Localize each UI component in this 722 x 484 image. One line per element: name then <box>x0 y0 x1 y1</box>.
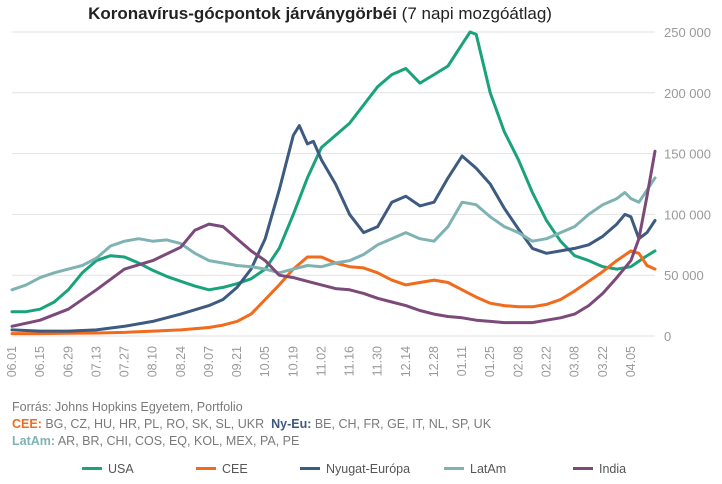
x-tick-label: 06.29 <box>61 346 75 377</box>
x-tick-label: 08.24 <box>174 346 188 377</box>
legend-swatch <box>300 467 320 471</box>
legend-label: Nyugat-Európa <box>326 462 411 476</box>
legend-label: LatAm <box>470 462 507 476</box>
x-tick-label: 11.02 <box>314 346 328 376</box>
x-tick-label: 06.15 <box>33 346 47 377</box>
chart-title-rest: (7 napi mozgóátlag) <box>396 4 552 23</box>
x-tick-label: 08.10 <box>146 346 160 377</box>
gridlines <box>12 31 655 337</box>
x-tick-label: 09.07 <box>202 346 216 377</box>
legend-item: India <box>573 462 626 476</box>
x-tick-label: 03.08 <box>568 346 582 377</box>
legend-item: Nyugat-Európa <box>300 462 410 476</box>
x-tick-label: 02.22 <box>539 346 553 377</box>
x-tick-label: 11.30 <box>371 346 385 376</box>
chart-title: Koronavírus-gócpontok járványgörbéi (7 n… <box>0 4 640 24</box>
x-tick-label: 06.01 <box>5 346 19 377</box>
series-line-nyugat-eur-pa <box>10 124 657 333</box>
legend-label: India <box>599 462 627 476</box>
cee-label: CEE: <box>12 417 42 431</box>
legend-swatch <box>573 467 593 471</box>
x-tick-label: 12.14 <box>399 346 413 377</box>
latam-list: AR, BR, CHI, COS, EQ, KOL, MEX, PA, PE <box>55 434 300 448</box>
x-tick-label: 10.19 <box>286 346 300 377</box>
chart-title-bold: Koronavírus-gócpontok járványgörbéi <box>88 4 397 23</box>
x-tick-label: 03.22 <box>596 346 610 377</box>
latam-label: LatAm: <box>12 434 56 448</box>
x-axis-ticks: 06.01 06.15 06.29 07.13 07.27 08.10 08.24 09.07… <box>5 346 638 377</box>
y-tick-label: 50 000 <box>664 268 704 283</box>
x-tick-label: 09.21 <box>230 346 244 377</box>
x-tick-label: 07.27 <box>118 346 132 377</box>
chart-legend: USA CEE Nyugat-Európa LatAm India <box>0 462 722 480</box>
legend-swatch <box>196 467 216 471</box>
nyeu-list: BE, CH, FR, GE, IT, NL, SP, UK <box>311 417 492 431</box>
legend-swatch <box>82 467 102 471</box>
legend-label: USA <box>108 462 134 476</box>
y-tick-label: 250 000 <box>664 25 711 40</box>
legend-item: CEE <box>196 462 248 476</box>
cee-list: BG, CZ, HU, HR, PL, RO, SK, SL, UKR <box>41 417 265 431</box>
y-tick-label: 200 000 <box>664 86 711 101</box>
series-line-cee <box>10 249 657 336</box>
x-tick-label: 04.05 <box>624 346 638 377</box>
y-tick-label: 100 000 <box>664 207 711 222</box>
line-chart: 0 50 000 100 000 150 000 200 000 250 000 06.0… <box>5 25 711 377</box>
cee-note: CEE: BG, CZ, HU, HR, PL, RO, SK, SL, UKR… <box>12 417 491 431</box>
series-line-india <box>10 149 657 328</box>
latam-note: LatAm: AR, BR, CHI, COS, EQ, KOL, MEX, P… <box>12 434 299 448</box>
x-tick-label: 01.25 <box>483 346 497 377</box>
x-tick-label: 10.05 <box>258 346 272 377</box>
source-note: Forrás: Johns Hopkins Egyetem, Portfolio <box>12 400 243 414</box>
series-line-latam <box>10 176 657 292</box>
nyeu-label: Ny-Eu: <box>271 417 312 431</box>
legend-label: CEE <box>222 462 248 476</box>
x-tick-label: 11.16 <box>343 346 357 376</box>
legend-item: USA <box>82 462 134 476</box>
x-tick-label: 01.11 <box>455 346 469 376</box>
legend-swatch <box>444 467 464 471</box>
x-tick-label: 02.08 <box>511 346 525 377</box>
series-lines <box>10 30 657 336</box>
legend-item: LatAm <box>444 462 506 476</box>
series-line-usa <box>10 30 657 314</box>
y-tick-label: 150 000 <box>664 147 711 162</box>
y-axis-ticks: 0 50 000 100 000 150 000 200 000 250 000 <box>664 25 711 344</box>
x-tick-label: 07.13 <box>89 346 103 377</box>
y-tick-label: 0 <box>664 329 671 344</box>
x-tick-label: 12.28 <box>427 346 441 377</box>
